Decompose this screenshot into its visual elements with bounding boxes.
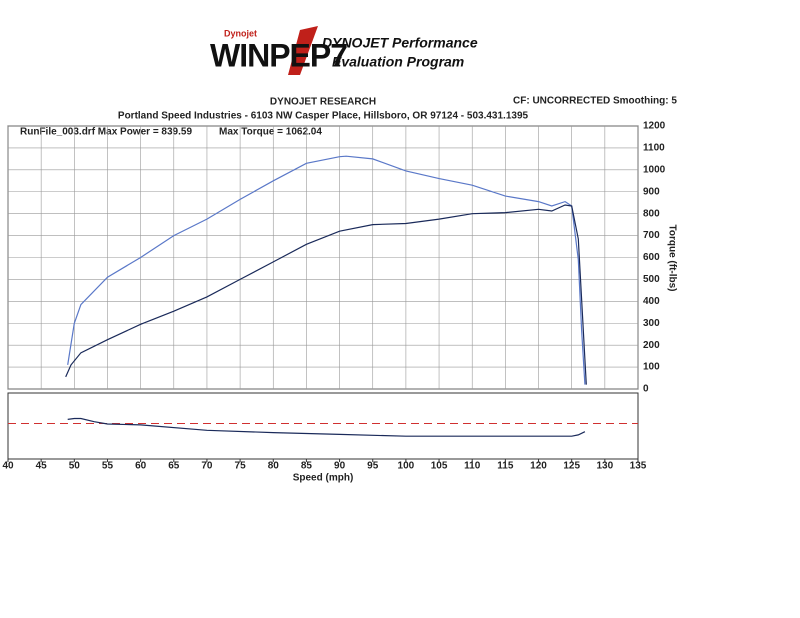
brand-line: DYNOJET Performance — [322, 35, 478, 51]
y2-tick-label: 600 — [643, 252, 660, 263]
y2-tick-label: 800 — [643, 208, 660, 219]
run-info: RunFile_003.drf Max Power = 839.59 — [20, 127, 192, 138]
x-tick-label: 80 — [268, 461, 280, 472]
settings: CF: UNCORRECTED Smoothing: 5 — [513, 96, 677, 107]
x-tick-label: 50 — [69, 461, 81, 472]
x-axis-title: Speed (mph) — [293, 473, 354, 484]
x-tick-label: 120 — [530, 461, 547, 472]
y2-tick-label: 700 — [643, 230, 660, 241]
y2-tick-label: 1000 — [643, 164, 666, 175]
y2-axis-title: Torque (ft-lbs) — [666, 224, 677, 291]
data-line — [67, 155, 586, 385]
x-tick-label: 90 — [334, 461, 346, 472]
x-tick-label: 75 — [235, 461, 247, 472]
x-tick-label: 65 — [168, 461, 180, 472]
x-tick-label: 45 — [36, 461, 48, 472]
x-tick-label: 125 — [563, 461, 580, 472]
x-tick-label: 85 — [301, 461, 313, 472]
x-tick-label: 40 — [2, 461, 14, 472]
address: Portland Speed Industries - 6103 NW Casp… — [118, 111, 529, 122]
y2-tick-label: 200 — [643, 340, 660, 351]
x-tick-label: 105 — [431, 461, 448, 472]
data-line — [65, 204, 587, 385]
y2-tick-label: 0 — [643, 384, 649, 395]
logo-small: Dynojet — [224, 28, 257, 38]
max-torque: Max Torque = 1062.04 — [219, 127, 322, 138]
x-tick-label: 100 — [398, 461, 415, 472]
x-tick-label: 130 — [596, 461, 613, 472]
y2-tick-label: 1100 — [643, 143, 665, 154]
x-tick-label: 60 — [135, 461, 147, 472]
y2-tick-label: 500 — [643, 274, 660, 285]
y2-tick-label: 1200 — [643, 121, 666, 132]
x-tick-label: 95 — [367, 461, 379, 472]
plot-frame — [7, 392, 639, 460]
y2-tick-label: 300 — [643, 318, 660, 329]
logo-text: WINPEP7 — [210, 37, 347, 73]
x-tick-label: 55 — [102, 461, 114, 472]
brand-line: Evaluation Program — [332, 54, 464, 70]
x-tick-label: 135 — [630, 461, 647, 472]
y2-tick-label: 400 — [643, 296, 660, 307]
x-tick-label: 70 — [201, 461, 213, 472]
logo: Dynojet WINPEP7 — [210, 26, 348, 75]
x-tick-label: 110 — [464, 461, 481, 472]
data-line — [67, 417, 586, 437]
y2-tick-label: 900 — [643, 186, 660, 197]
company: DYNOJET RESEARCH — [270, 97, 376, 108]
x-tick-label: 115 — [497, 461, 514, 472]
y2-tick-label: 100 — [643, 362, 660, 373]
logo-seven — [288, 26, 318, 75]
